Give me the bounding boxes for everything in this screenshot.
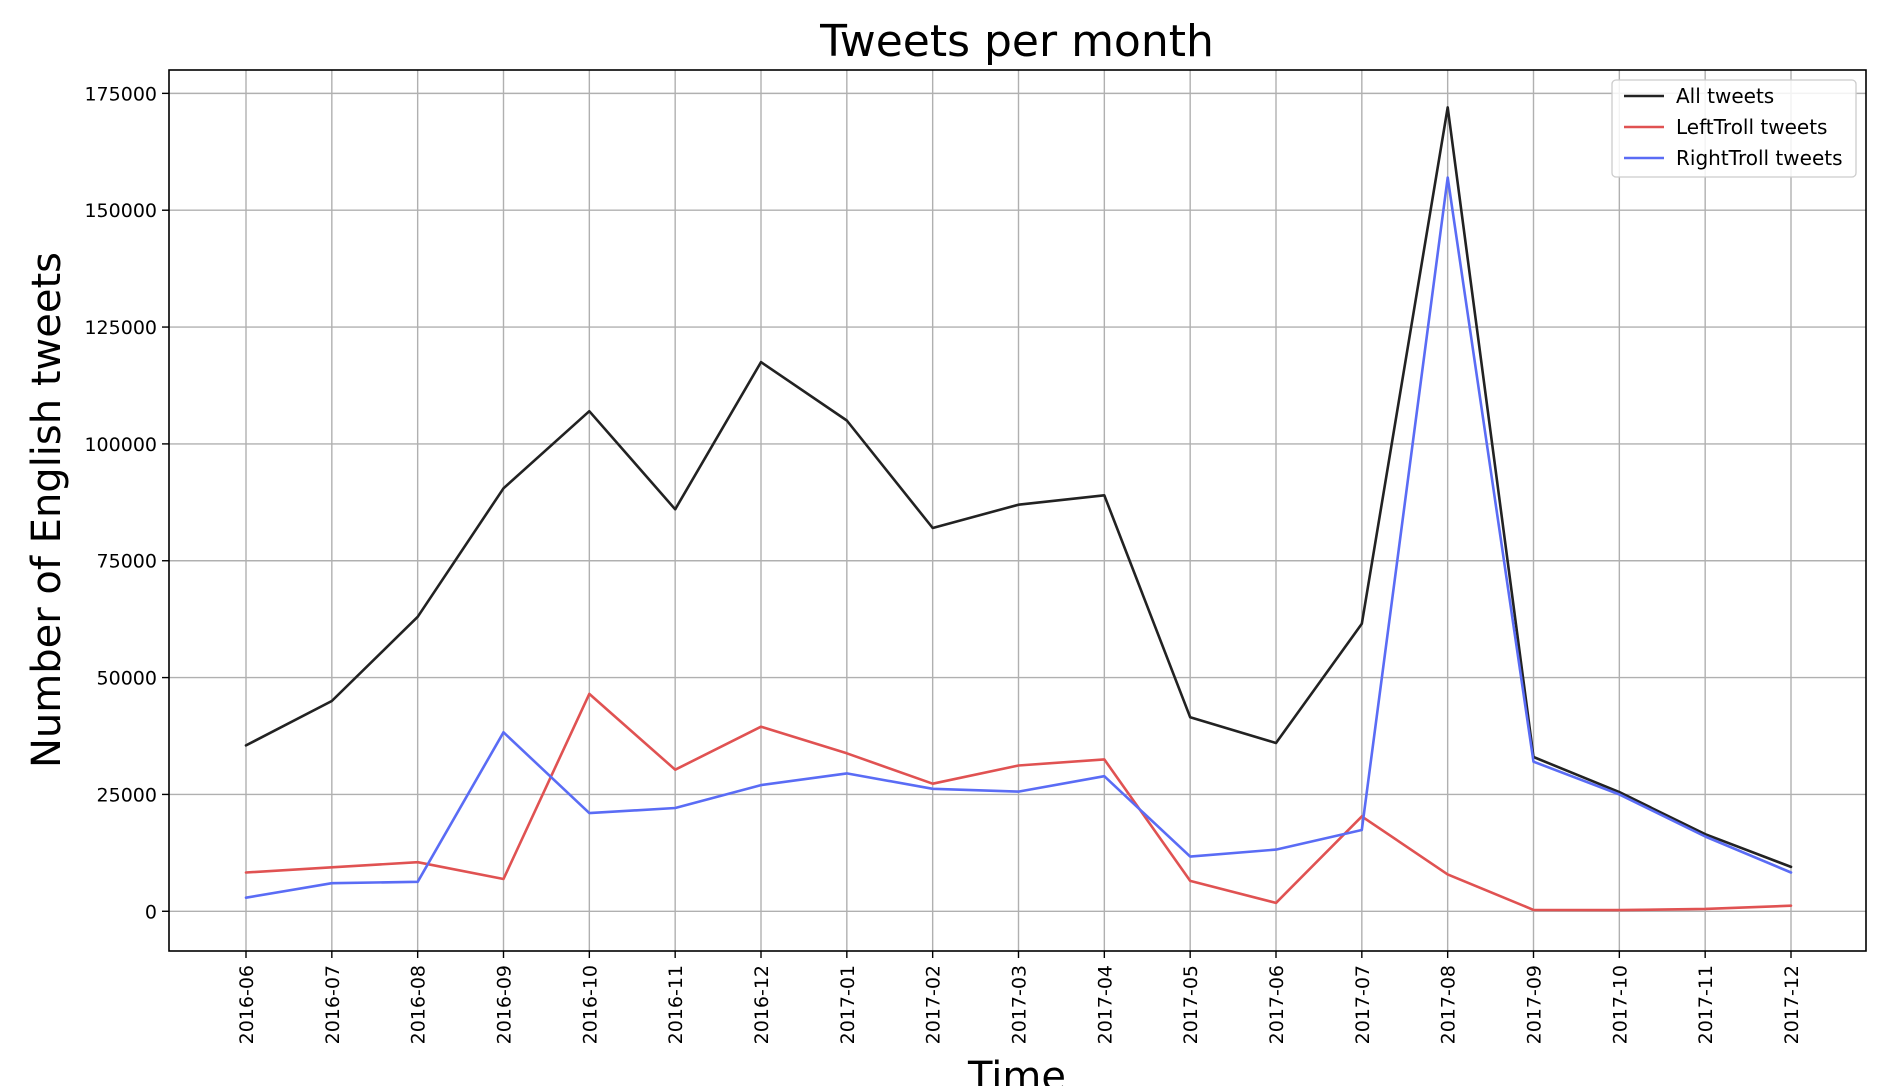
series-line-2 (244, 176, 1793, 900)
y-axis-ticks: 0 25000 50000 75000 100000 125000 150000 175000 (84, 83, 169, 923)
y-tick-label: 100000 (84, 434, 157, 456)
legend-label-0: All tweets (1676, 84, 1774, 108)
x-tick-label: 2017-08 (1438, 965, 1460, 1044)
x-tick-label: 2017-09 (1524, 965, 1546, 1044)
x-tick-label: 2017-07 (1352, 965, 1374, 1044)
x-tick-label: 2016-06 (236, 965, 258, 1044)
y-axis-label: Number of English tweets (24, 252, 70, 768)
grid-lines (169, 70, 1866, 951)
x-tick-label: 2017-03 (1009, 965, 1031, 1044)
legend-items: All tweets LeftTroll tweets RightTroll twe… (1624, 84, 1843, 170)
legend: All tweets LeftTroll tweets RightTroll twe… (1611, 79, 1857, 178)
y-tick-label: 150000 (84, 200, 157, 222)
x-tick-label: 2016-12 (751, 965, 773, 1044)
x-tick-label: 2016-11 (665, 965, 687, 1044)
x-tick-label: 2016-09 (494, 965, 516, 1044)
series-line-1 (244, 692, 1793, 912)
series-layer (244, 106, 1793, 912)
x-tick-label: 2017-12 (1781, 965, 1803, 1044)
y-tick-label: 175000 (84, 83, 157, 105)
plot-frame (168, 69, 1867, 952)
x-axis-ticks: 2016-06 2016-07 2016-08 2016-09 2016-10 2016-… (236, 951, 1803, 1044)
x-tick-label: 2017-04 (1094, 965, 1116, 1044)
y-tick-label: 125000 (84, 317, 157, 339)
x-tick-label: 2016-07 (322, 965, 344, 1044)
x-tick-label: 2017-06 (1266, 965, 1288, 1044)
x-tick-label: 2016-10 (579, 965, 601, 1044)
x-tick-label: 2016-08 (408, 965, 430, 1044)
x-axis-label: Time (967, 1054, 1066, 1086)
x-tick-label: 2017-05 (1180, 965, 1202, 1044)
y-tick-label: 50000 (97, 668, 157, 690)
legend-label-2: RightTroll tweets (1676, 146, 1843, 170)
legend-box (1611, 79, 1857, 178)
y-tick-label: 0 (145, 901, 157, 923)
chart-title: Tweets per month (819, 16, 1214, 67)
x-tick-label: 2017-02 (923, 965, 945, 1044)
legend-label-1: LeftTroll tweets (1676, 115, 1827, 139)
y-tick-label: 25000 (97, 784, 157, 806)
x-tick-label: 2017-11 (1695, 965, 1717, 1044)
y-tick-label: 75000 (97, 551, 157, 573)
x-tick-label: 2017-01 (837, 965, 859, 1044)
x-tick-label: 2017-10 (1609, 965, 1631, 1044)
